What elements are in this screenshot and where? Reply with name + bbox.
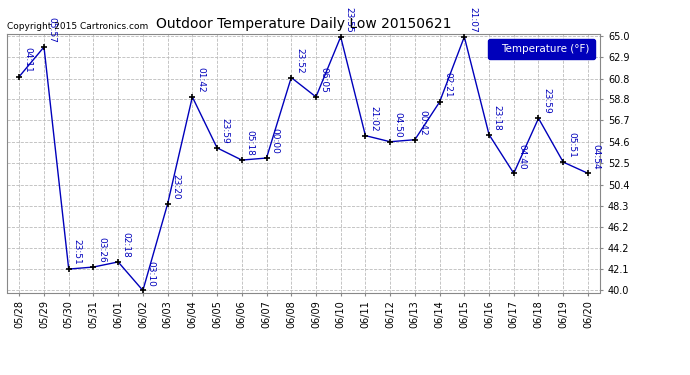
Text: 05:57: 05:57 [48, 17, 57, 43]
Text: 03:26: 03:26 [97, 237, 106, 263]
Text: 23:51: 23:51 [72, 239, 81, 265]
Text: 23:59: 23:59 [221, 118, 230, 144]
Text: 23:55: 23:55 [344, 7, 353, 33]
Text: 23:52: 23:52 [295, 48, 304, 74]
Text: 23:20: 23:20 [171, 174, 180, 200]
Text: 21:07: 21:07 [468, 7, 477, 33]
Text: Copyright 2015 Cartronics.com: Copyright 2015 Cartronics.com [7, 22, 148, 31]
Text: 04:40: 04:40 [518, 144, 526, 169]
Text: 02:21: 02:21 [443, 72, 453, 98]
Text: 00:42: 00:42 [419, 110, 428, 136]
Text: 00:00: 00:00 [270, 128, 279, 154]
Text: 21:02: 21:02 [369, 106, 378, 132]
Text: 05:51: 05:51 [567, 132, 576, 158]
Text: 03:10: 03:10 [146, 261, 156, 286]
Text: 23:59: 23:59 [542, 88, 551, 114]
Text: 23:18: 23:18 [493, 105, 502, 130]
Text: 04:50: 04:50 [394, 112, 403, 138]
Legend: Temperature (°F): Temperature (°F) [488, 39, 595, 59]
Text: 02:18: 02:18 [122, 232, 131, 258]
Text: 06:05: 06:05 [319, 67, 328, 93]
Text: 04:11: 04:11 [23, 47, 32, 72]
Text: 05:18: 05:18 [246, 130, 255, 156]
Text: 01:42: 01:42 [196, 67, 205, 93]
Text: 04:54: 04:54 [591, 144, 601, 169]
Title: Outdoor Temperature Daily Low 20150621: Outdoor Temperature Daily Low 20150621 [156, 17, 451, 31]
